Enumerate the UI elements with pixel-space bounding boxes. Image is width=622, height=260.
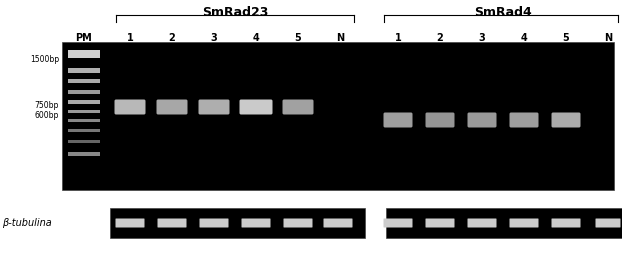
Bar — [68, 79, 100, 83]
Text: SmRad4: SmRad4 — [474, 6, 532, 19]
FancyBboxPatch shape — [509, 113, 539, 127]
Bar — [68, 152, 100, 156]
Bar — [68, 129, 100, 132]
Bar — [110, 208, 365, 238]
FancyBboxPatch shape — [284, 218, 312, 228]
Text: 4: 4 — [521, 33, 527, 43]
Text: 4: 4 — [253, 33, 259, 43]
FancyBboxPatch shape — [239, 100, 272, 114]
Text: PM: PM — [75, 33, 91, 43]
Bar — [68, 90, 100, 94]
Bar — [68, 110, 100, 113]
FancyBboxPatch shape — [552, 218, 580, 228]
Text: 3: 3 — [478, 33, 485, 43]
Text: 5: 5 — [563, 33, 569, 43]
Text: 1500bp: 1500bp — [30, 55, 59, 64]
Text: SmRad23: SmRad23 — [202, 6, 268, 19]
Bar — [68, 50, 100, 58]
Text: β-tubulina: β-tubulina — [2, 218, 52, 228]
Text: 750bp: 750bp — [35, 101, 59, 109]
FancyBboxPatch shape — [114, 100, 146, 114]
FancyBboxPatch shape — [595, 218, 621, 228]
Bar — [386, 208, 622, 238]
FancyBboxPatch shape — [509, 218, 539, 228]
FancyBboxPatch shape — [282, 100, 313, 114]
Text: 3: 3 — [211, 33, 217, 43]
Text: 2: 2 — [169, 33, 175, 43]
FancyBboxPatch shape — [384, 113, 412, 127]
Text: N: N — [604, 33, 612, 43]
FancyBboxPatch shape — [384, 218, 412, 228]
FancyBboxPatch shape — [323, 218, 353, 228]
FancyBboxPatch shape — [425, 113, 455, 127]
Text: 2: 2 — [437, 33, 443, 43]
Bar — [68, 68, 100, 73]
Text: 600bp: 600bp — [35, 112, 59, 120]
FancyBboxPatch shape — [241, 218, 271, 228]
FancyBboxPatch shape — [468, 113, 496, 127]
FancyBboxPatch shape — [552, 113, 580, 127]
FancyBboxPatch shape — [200, 218, 228, 228]
FancyBboxPatch shape — [198, 100, 230, 114]
FancyBboxPatch shape — [157, 100, 187, 114]
Text: 1: 1 — [394, 33, 401, 43]
Bar — [68, 140, 100, 143]
FancyBboxPatch shape — [468, 218, 496, 228]
FancyBboxPatch shape — [116, 218, 144, 228]
Bar — [62, 42, 614, 190]
Bar — [68, 119, 100, 122]
FancyBboxPatch shape — [157, 218, 187, 228]
Bar — [68, 100, 100, 104]
Text: N: N — [336, 33, 344, 43]
FancyBboxPatch shape — [425, 218, 455, 228]
Text: 1: 1 — [127, 33, 133, 43]
Text: 5: 5 — [295, 33, 302, 43]
